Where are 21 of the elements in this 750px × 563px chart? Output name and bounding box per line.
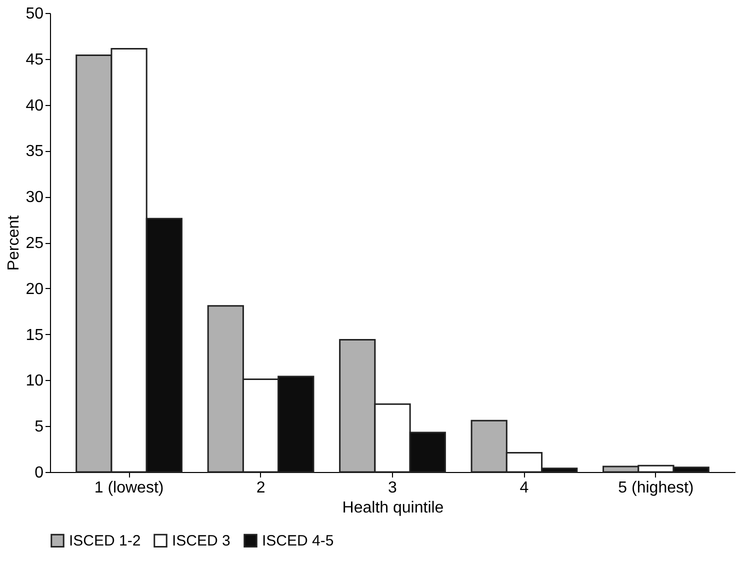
y-tick-label: 0 xyxy=(34,464,44,482)
y-tick-label: 30 xyxy=(26,189,44,206)
x-tick-label: 5 (highest) xyxy=(618,480,694,496)
y-tick-label: 50 xyxy=(26,6,44,22)
legend-label: ISCED 1-2 xyxy=(69,532,141,550)
y-tick-label: 5 xyxy=(34,418,44,436)
x-tick-label: 4 xyxy=(520,480,529,496)
x-tick-label: 2 xyxy=(256,480,266,496)
y-tick-label: 25 xyxy=(26,235,44,252)
x-tick-label: 3 xyxy=(388,480,398,496)
y-tick-label: 35 xyxy=(26,143,44,160)
y-tick-label: 15 xyxy=(26,326,44,344)
x-axis-title: Health quintile xyxy=(342,500,444,516)
x-tick-label: 1 (lowest) xyxy=(94,480,164,496)
y-tick-label: 45 xyxy=(26,51,44,68)
legend-label: ISCED 3 xyxy=(172,532,230,550)
legend-label: ISCED 4-5 xyxy=(262,532,334,550)
y-tick-label: 10 xyxy=(26,372,44,390)
y-tick-label: 20 xyxy=(26,280,44,298)
y-tick-label: 40 xyxy=(26,97,44,114)
y-axis-title: Percent xyxy=(6,214,23,271)
